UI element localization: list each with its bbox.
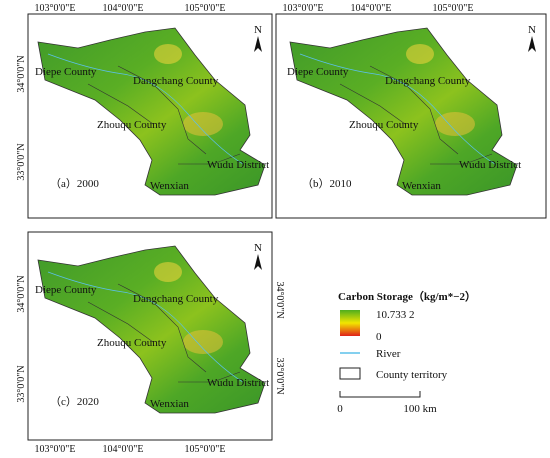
coord-label: 103°0'0"E xyxy=(283,3,324,14)
county-label: Dangchang County xyxy=(133,75,219,87)
coord-label: 34°0'0"N xyxy=(16,55,27,92)
coord-label: 33°0'0"N xyxy=(16,143,27,180)
north-arrow xyxy=(254,36,262,52)
panel-label: （b）2010 xyxy=(302,177,352,190)
panel-frame xyxy=(27,13,273,219)
scale-start: 0 xyxy=(337,403,343,415)
legend-gradient xyxy=(340,310,360,336)
legend-river-label: River xyxy=(376,348,401,360)
panel-frame xyxy=(275,13,547,219)
legend-county-label: County territory xyxy=(376,369,448,381)
county-label: Diepe County xyxy=(35,66,97,78)
panel-frame xyxy=(27,231,273,441)
county-label: Wenxian xyxy=(150,398,189,410)
county-label: Zhouqu County xyxy=(97,119,167,131)
coord-label: 105°0'0"E xyxy=(185,444,226,455)
county-label: Diepe County xyxy=(287,66,349,78)
coord-label: 104°0'0"E xyxy=(351,3,392,14)
north-label: N xyxy=(528,24,536,36)
map-panel: Diepe County Dangchang County Zhouqu Count… xyxy=(35,245,269,414)
county-label: Zhouqu County xyxy=(349,119,419,131)
coord-label: 104°0'0"E xyxy=(103,3,144,14)
coord-label: 104°0'0"E xyxy=(103,444,144,455)
panel-label: （c）2020 xyxy=(50,395,99,408)
county-label: Wenxian xyxy=(402,180,441,192)
legend-title: Carbon Storage（kg/m*−2） xyxy=(338,290,476,303)
north-arrow xyxy=(254,254,262,270)
north-label: N xyxy=(254,24,262,36)
legend-min: 0 xyxy=(376,331,382,343)
county-label: Dangchang County xyxy=(385,75,471,87)
county-label: Wenxian xyxy=(150,180,189,192)
coord-label: 103°0'0"E xyxy=(35,3,76,14)
coord-label: 103°0'0"E xyxy=(35,444,76,455)
coord-label: 34°0'0"N xyxy=(548,57,550,94)
scale-bar xyxy=(339,391,421,398)
coord-label: 105°0'0"E xyxy=(185,3,226,14)
coord-label: 33°0'0"N xyxy=(548,155,550,192)
map-panel: Diepe County Dangchang County Zhouqu Count… xyxy=(287,27,521,196)
county-label: Wudu District xyxy=(207,377,269,389)
legend-county xyxy=(339,367,361,380)
north-label: N xyxy=(254,242,262,254)
coord-label: 34°0'0"N xyxy=(16,275,27,312)
county-label: Zhouqu County xyxy=(97,337,167,349)
county-label: Wudu District xyxy=(459,159,521,171)
coord-label: 33°0'0"N xyxy=(16,365,27,402)
north-arrow xyxy=(528,36,536,52)
county-label: Dangchang County xyxy=(133,293,219,305)
scale-end: 100 km xyxy=(403,403,437,415)
coord-label: 33°0'0"N xyxy=(274,357,285,394)
coord-label: 105°0'0"E xyxy=(433,3,474,14)
coord-label: 34°0'0"N xyxy=(274,281,285,318)
county-label: Diepe County xyxy=(35,284,97,296)
county-label: Wudu District xyxy=(207,159,269,171)
panel-label: （a）2000 xyxy=(50,177,99,190)
legend-max: 10.733 2 xyxy=(376,309,415,321)
map-panel: Diepe County Dangchang County Zhouqu Count… xyxy=(35,27,269,196)
